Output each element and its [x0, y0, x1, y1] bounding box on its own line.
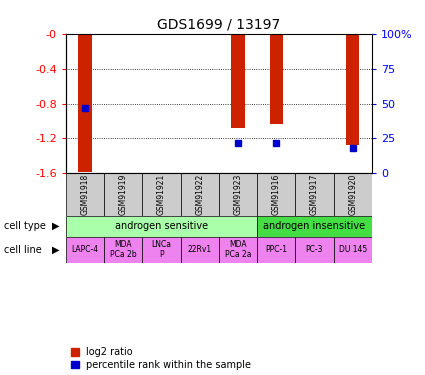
Bar	[219, 237, 257, 262]
Bar	[78, 34, 92, 171]
Bar	[346, 34, 360, 146]
Bar	[231, 34, 245, 128]
Text: 22Rv1: 22Rv1	[188, 245, 212, 254]
Bar	[142, 173, 181, 216]
Legend: log2 ratio, percentile rank within the sample: log2 ratio, percentile rank within the s…	[71, 347, 251, 370]
Text: cell type: cell type	[4, 221, 46, 231]
Text: androgen insensitive: androgen insensitive	[264, 221, 366, 231]
Text: LNCa
P: LNCa P	[151, 240, 172, 259]
Bar	[219, 173, 257, 216]
Text: MDA
PCa 2b: MDA PCa 2b	[110, 240, 136, 259]
Bar	[142, 237, 181, 262]
Text: GSM91916: GSM91916	[272, 174, 281, 215]
Bar	[104, 173, 142, 216]
Text: cell line: cell line	[4, 244, 42, 255]
Bar	[269, 34, 283, 124]
Text: GSM91923: GSM91923	[233, 174, 243, 215]
Text: ▶: ▶	[51, 244, 59, 255]
Text: DU 145: DU 145	[339, 245, 367, 254]
Text: GSM91921: GSM91921	[157, 174, 166, 215]
Text: PPC-1: PPC-1	[265, 245, 287, 254]
Text: PC-3: PC-3	[306, 245, 323, 254]
Bar	[66, 237, 104, 262]
Text: GSM91919: GSM91919	[119, 174, 128, 215]
Bar	[104, 237, 142, 262]
Bar	[257, 237, 295, 262]
Bar	[257, 216, 372, 237]
Bar	[295, 237, 334, 262]
Text: MDA
PCa 2a: MDA PCa 2a	[225, 240, 251, 259]
Text: androgen sensitive: androgen sensitive	[115, 221, 208, 231]
Bar	[257, 173, 295, 216]
Bar	[66, 173, 104, 216]
Bar	[181, 173, 219, 216]
Text: GSM91917: GSM91917	[310, 174, 319, 215]
Bar	[334, 237, 372, 262]
Bar	[295, 173, 334, 216]
Title: GDS1699 / 13197: GDS1699 / 13197	[157, 17, 280, 31]
Text: GSM91918: GSM91918	[80, 174, 90, 215]
Bar	[66, 216, 257, 237]
Text: GSM91922: GSM91922	[195, 174, 204, 215]
Text: ▶: ▶	[51, 221, 59, 231]
Text: LAPC-4: LAPC-4	[71, 245, 99, 254]
Bar	[181, 237, 219, 262]
Bar	[334, 173, 372, 216]
Text: GSM91920: GSM91920	[348, 174, 357, 215]
